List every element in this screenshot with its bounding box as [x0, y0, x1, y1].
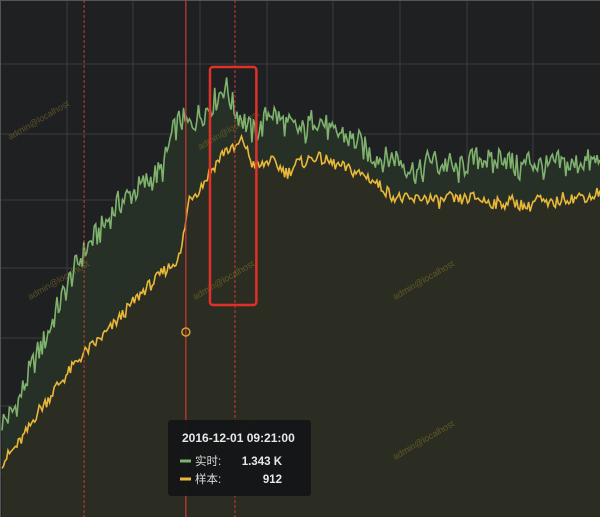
series-lines	[1, 77, 600, 469]
fill-sample	[2, 136, 600, 517]
tooltip-value-realtime: 1.343 K	[242, 456, 283, 468]
tooltip-value-sample: 912	[263, 474, 282, 486]
tooltip-background	[168, 420, 311, 496]
tooltip-label-realtime: 实时:	[195, 454, 221, 468]
series-line-sample	[1, 133, 600, 469]
annotation-point	[181, 327, 191, 337]
tooltip-timestamp: 2016-12-01 09:21:00	[182, 431, 295, 445]
highlight-box	[208, 65, 258, 307]
series-line-realtime	[1, 77, 600, 431]
tooltip-label-sample: 样本:	[195, 472, 221, 486]
highlight-rect	[208, 65, 258, 307]
hover-tooltip: 2016-12-01 09:21:00 实时: 1.343 K 样本: 912	[168, 420, 311, 496]
